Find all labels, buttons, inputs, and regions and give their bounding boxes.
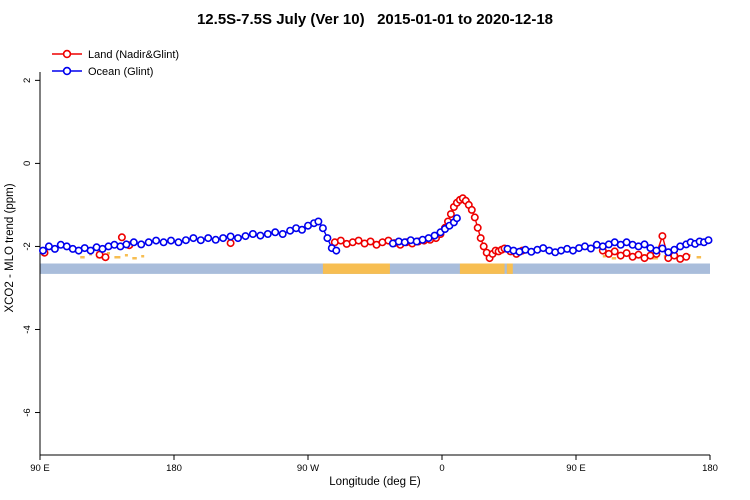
data-point <box>129 238 138 247</box>
y-tick-label: -4 <box>22 325 33 333</box>
legend-key-land-marker <box>62 49 72 59</box>
data-point <box>473 223 482 232</box>
data-point <box>658 232 667 241</box>
data-point <box>86 246 95 255</box>
data-point <box>226 232 235 241</box>
island-speckle <box>107 252 110 255</box>
island-speckle <box>132 257 137 260</box>
data-point <box>256 231 265 240</box>
y-tick-label: -2 <box>22 242 33 250</box>
data-point <box>278 230 287 239</box>
island-speckle <box>651 257 658 260</box>
data-point <box>174 238 183 247</box>
data-point <box>297 225 306 234</box>
x-tick-label: 90 E <box>30 463 50 474</box>
island-speckle <box>124 254 128 257</box>
island-speckle <box>80 256 85 259</box>
legend-label-ocean: Ocean (Glint) <box>88 66 153 78</box>
data-point <box>234 234 243 243</box>
data-point <box>152 236 161 245</box>
x-tick-label: 90 W <box>297 463 319 474</box>
data-point <box>196 236 205 245</box>
island-speckle <box>141 255 145 258</box>
data-point <box>314 217 323 226</box>
legend-key-ocean-marker <box>62 66 72 76</box>
data-point <box>226 239 235 248</box>
data-point <box>634 250 643 259</box>
y-tick-label: 2 <box>22 78 33 83</box>
data-point <box>640 240 649 249</box>
x-tick-label: 0 <box>439 463 444 474</box>
land-band-segment <box>506 263 513 274</box>
data-point <box>336 236 345 245</box>
data-point <box>167 236 176 245</box>
data-point <box>610 247 619 256</box>
x-tick-label: 180 <box>702 463 718 474</box>
data-series <box>38 194 713 263</box>
data-point <box>137 240 146 249</box>
data-point <box>622 249 631 258</box>
x-tick-label: 90 E <box>566 463 586 474</box>
data-point <box>586 244 595 253</box>
data-point <box>332 246 341 255</box>
island-speckle <box>611 257 617 260</box>
chart-title: 12.5S-7.5S July (Ver 10) 2015-01-01 to 2… <box>197 11 553 28</box>
data-point <box>704 236 713 245</box>
data-point <box>117 233 126 242</box>
y-tick-label: -6 <box>22 408 33 416</box>
data-point <box>263 230 272 239</box>
data-point <box>204 234 213 243</box>
data-point <box>318 224 327 233</box>
x-axis-label: Longitude (deg E) <box>329 476 421 488</box>
island-speckle <box>114 256 121 259</box>
data-point <box>467 205 476 214</box>
data-point <box>366 237 375 246</box>
data-point <box>189 234 198 243</box>
y-axis-label: XCO2 - MLO trend (ppm) <box>4 183 16 312</box>
data-point <box>682 252 691 261</box>
data-point <box>354 236 363 245</box>
data-point <box>452 214 461 223</box>
data-point <box>470 213 479 222</box>
x-tick-label: 180 <box>166 463 182 474</box>
legend-label-land: Land (Nadir&Glint) <box>88 49 179 61</box>
data-point <box>479 242 488 251</box>
legend: Land (Nadir&Glint) Ocean (Glint) <box>52 49 179 78</box>
island-speckle <box>696 256 702 259</box>
axes: 90 E 180 90 W 0 90 E 180 2 0 -2 -4 -6 <box>22 72 718 474</box>
land-band-segment <box>459 263 505 274</box>
data-point <box>50 244 59 253</box>
data-point <box>476 234 485 243</box>
data-point <box>658 244 667 253</box>
land-band-segment <box>322 263 390 274</box>
data-point <box>38 246 47 255</box>
series-ocean <box>38 214 713 257</box>
data-point <box>219 234 228 243</box>
data-point <box>323 234 332 243</box>
data-point <box>122 240 131 249</box>
data-point <box>446 210 455 219</box>
data-point <box>211 235 220 244</box>
y-tick-label: 0 <box>22 161 33 166</box>
data-point <box>159 238 168 247</box>
data-point <box>181 236 190 245</box>
data-point <box>144 238 153 247</box>
data-point <box>248 230 257 239</box>
island-speckle <box>602 255 606 258</box>
data-point <box>101 253 110 262</box>
data-point <box>430 231 439 240</box>
data-point <box>271 228 280 237</box>
data-point <box>241 232 250 241</box>
data-point <box>670 245 679 254</box>
